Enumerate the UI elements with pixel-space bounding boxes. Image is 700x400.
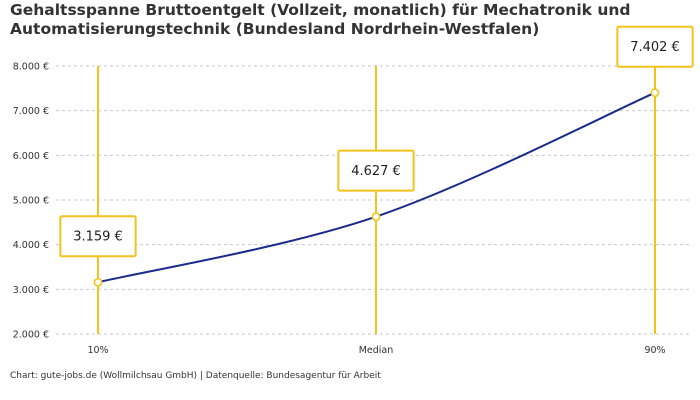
y-tick-label: 7.000 €	[13, 106, 49, 117]
value-label: 4.627 €	[351, 164, 401, 179]
value-label: 7.402 €	[630, 40, 680, 55]
data-point	[93, 277, 103, 287]
y-tick-label: 5.000 €	[13, 196, 49, 207]
y-tick-label: 8.000 €	[13, 62, 49, 73]
value-label-box	[616, 25, 694, 68]
chart-source: Chart: gute-jobs.de (Wollmilchsau GmbH) …	[10, 371, 381, 381]
x-tick-label: 10%	[87, 345, 108, 356]
value-label-box	[337, 149, 415, 192]
chart-title: Gehaltsspanne Bruttoentgelt (Vollzeit, m…	[10, 1, 631, 38]
x-tick-label: 90%	[644, 345, 665, 356]
y-tick-label: 4.000 €	[13, 240, 49, 251]
x-tick-label: Median	[359, 345, 394, 356]
data-point	[650, 88, 660, 98]
y-tick-label: 3.000 €	[13, 285, 49, 296]
y-tick-label: 6.000 €	[13, 151, 49, 162]
data-point	[371, 212, 381, 222]
value-label: 3.159 €	[73, 230, 123, 245]
value-label-box	[59, 215, 137, 258]
y-tick-label: 2.000 €	[13, 330, 49, 341]
